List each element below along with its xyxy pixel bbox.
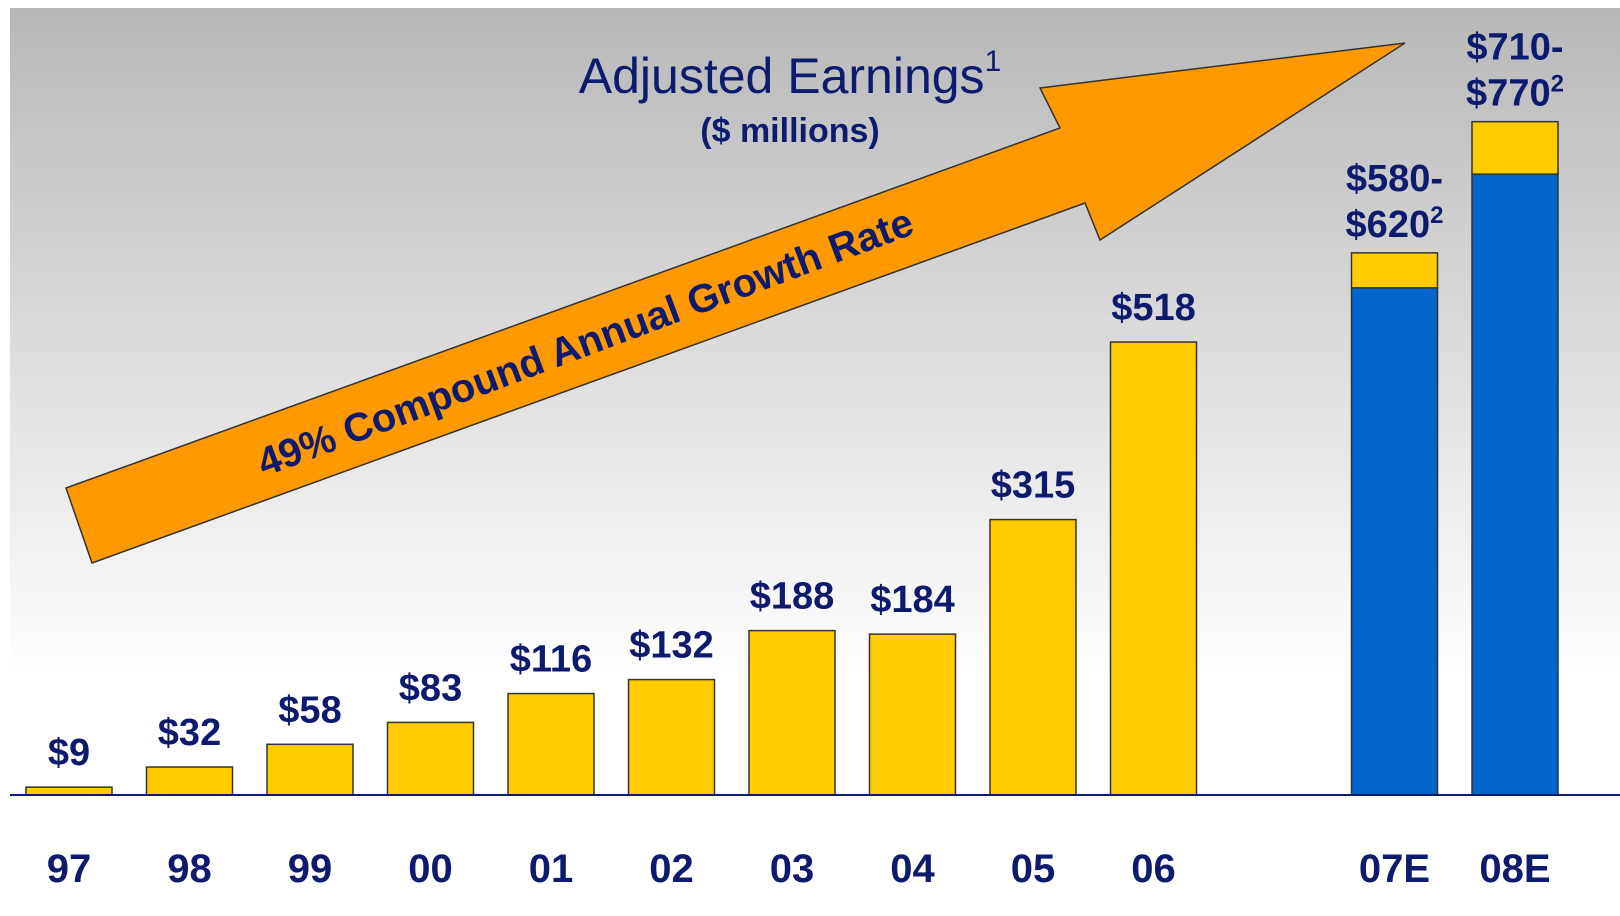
bar-segment xyxy=(1471,173,1559,796)
bar-segment xyxy=(989,518,1077,796)
bar-segment xyxy=(507,692,595,796)
range-label-low: $710- xyxy=(1466,27,1563,69)
bar-segment xyxy=(627,678,716,796)
range-label-low: $580- xyxy=(1346,158,1443,200)
x-tick-label: 99 xyxy=(288,847,333,891)
chart-subtitle: ($ millions) xyxy=(700,112,879,150)
x-tick-label: 02 xyxy=(649,847,694,891)
data-label: $132 xyxy=(629,625,714,667)
x-tick-label: 03 xyxy=(770,847,815,891)
bar-segment xyxy=(25,786,113,796)
growth-arrow xyxy=(65,42,1406,564)
range-note: 2 xyxy=(1430,202,1443,229)
title-note: 1 xyxy=(985,45,1002,78)
title-text: Adjusted Earnings xyxy=(579,48,985,104)
range-label-high: $6202 xyxy=(1346,202,1444,246)
bar-segment xyxy=(145,766,234,796)
x-tick-label: 98 xyxy=(167,847,212,891)
data-label: $518 xyxy=(1111,287,1196,329)
range-label-high: $7702 xyxy=(1466,71,1564,115)
x-tick-label: 05 xyxy=(1011,847,1056,891)
range-note: 2 xyxy=(1551,71,1564,98)
data-label: $83 xyxy=(399,667,462,709)
x-tick-label: 97 xyxy=(47,847,92,891)
chart-title: Adjusted Earnings1 xyxy=(579,45,1002,104)
data-label: $116 xyxy=(510,639,592,681)
x-tick-label: 04 xyxy=(890,847,935,891)
bar-segment xyxy=(1471,120,1559,175)
data-label: $188 xyxy=(750,576,835,618)
bar-segment xyxy=(1350,252,1439,289)
data-label: $32 xyxy=(158,712,221,754)
bar-segment xyxy=(868,633,957,796)
range-label-high-text: $620 xyxy=(1346,204,1431,246)
data-label: $315 xyxy=(991,465,1076,507)
x-tick-label: 06 xyxy=(1131,847,1176,891)
data-label: $58 xyxy=(278,689,341,731)
bar-segment xyxy=(386,721,475,796)
x-tick-label: 00 xyxy=(408,847,453,891)
data-label: $9 xyxy=(48,732,90,774)
x-tick-label: 08E xyxy=(1479,847,1550,891)
bar-segment xyxy=(748,629,836,796)
x-tick-label: 01 xyxy=(529,847,574,891)
data-label: $184 xyxy=(870,579,955,621)
bar-segment xyxy=(1109,341,1198,796)
bar-segment xyxy=(1350,287,1439,796)
range-label-high-text: $770 xyxy=(1466,73,1551,115)
bar-segment xyxy=(266,743,354,796)
x-tick-label: 07E xyxy=(1359,847,1430,891)
